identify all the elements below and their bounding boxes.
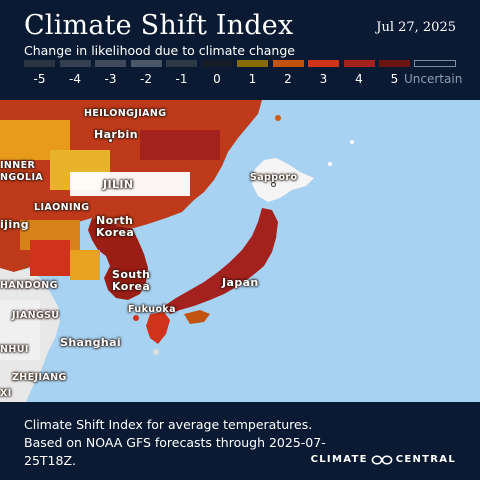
legend-swatch xyxy=(272,60,304,67)
legend-swatch xyxy=(24,60,55,67)
legend-tick: -3 xyxy=(104,72,117,86)
legend-tick: 3 xyxy=(319,72,328,86)
legend-tick: -4 xyxy=(69,72,81,86)
footer: Climate Shift Index for average temperat… xyxy=(0,402,480,480)
label-jilin: JILIN xyxy=(103,178,134,191)
legend-swatch xyxy=(130,60,162,67)
csi-map[interactable]: HEILONGJIANG Harbin INNER NGOLIA JILIN S… xyxy=(0,100,480,402)
label-ijing: ijing xyxy=(0,218,30,231)
label-fukuoka: Fukuoka xyxy=(128,304,176,315)
legend-tick: 0 xyxy=(213,72,221,86)
label-north-korea-1: North xyxy=(96,214,134,227)
brand-left-text: CLIMATE xyxy=(310,454,368,465)
label-inner: INNER xyxy=(0,160,36,171)
legend-tick: 5 xyxy=(390,72,399,86)
label-japan: Japan xyxy=(222,276,259,289)
label-ngolia: NGOLIA xyxy=(0,172,44,183)
korea-peninsula xyxy=(88,218,148,300)
label-shanghai: Shanghai xyxy=(60,336,122,349)
legend-swatch xyxy=(308,60,339,67)
forecast-date: Jul 27, 2025 xyxy=(376,20,456,35)
shikoku xyxy=(184,310,210,324)
csi-legend: -5 -4 -3 -2 -1 0 1 2 3 4 5 Uncertain xyxy=(24,60,463,90)
label-south-korea-2: Korea xyxy=(112,280,151,293)
city-dot-sapporo xyxy=(271,182,276,187)
legend-swatch xyxy=(166,60,197,67)
page-subtitle: Change in likelihood due to climate chan… xyxy=(24,43,295,58)
legend-uncertain-swatch xyxy=(414,60,456,67)
label-liaoning: LIAONING xyxy=(34,202,90,213)
city-dot-harbin xyxy=(108,138,113,143)
legend-tick: -2 xyxy=(140,72,152,86)
page-title: Climate Shift Index xyxy=(24,10,294,41)
legend-swatch xyxy=(379,60,410,67)
climate-central-logo: CLIMATE CENTRAL xyxy=(311,454,456,465)
label-south-korea-1: South xyxy=(112,268,151,281)
label-xi: XI xyxy=(0,388,12,399)
legend-tick: -1 xyxy=(175,72,188,86)
infinity-icon xyxy=(371,454,393,465)
header: Climate Shift Index Jul 27, 2025 Change … xyxy=(0,0,480,100)
legend-swatch xyxy=(237,60,268,67)
kyushu xyxy=(146,312,170,344)
legend-tick: -5 xyxy=(33,72,46,86)
brand-right-text: CENTRAL xyxy=(395,454,456,465)
label-handong: HANDONG xyxy=(0,280,58,291)
legend-swatch xyxy=(95,60,126,67)
label-harbin: Harbin xyxy=(94,128,138,141)
label-sapporo: Sapporo xyxy=(250,172,298,183)
map-graphic xyxy=(0,100,354,402)
honshu xyxy=(164,208,278,314)
legend-swatch xyxy=(201,60,233,67)
label-heilongjiang: HEILONGJIANG xyxy=(84,108,167,119)
label-north-korea-2: Korea xyxy=(96,226,135,239)
legend-swatch xyxy=(343,60,375,67)
map-caption: Climate Shift Index for average temperat… xyxy=(24,417,326,468)
label-nhui: NHUI xyxy=(0,344,29,355)
hokkaido xyxy=(252,158,314,202)
legend-swatch xyxy=(59,60,91,67)
legend-tick: 1 xyxy=(248,72,257,86)
label-zhejiang: ZHEJIANG xyxy=(12,372,67,383)
label-jiangsu: JIANGSU xyxy=(12,310,60,321)
legend-uncertain-label: Uncertain xyxy=(404,72,463,86)
legend-tick: 2 xyxy=(284,72,292,86)
legend-tick: 4 xyxy=(355,72,363,86)
